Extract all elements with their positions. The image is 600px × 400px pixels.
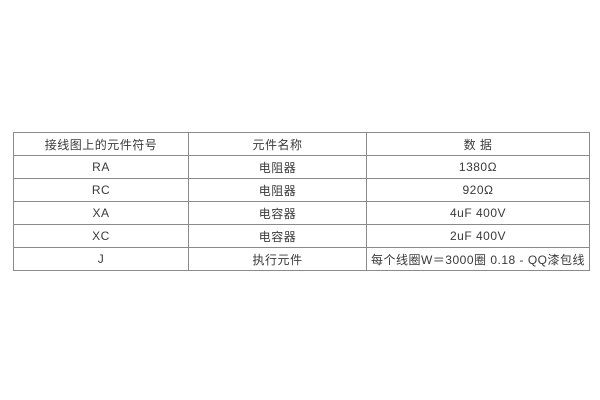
cell-data: 1380Ω: [366, 155, 590, 179]
component-spec-table: 接线图上的元件符号 元件名称 数 据 RA 电阻器 1380Ω RC 电阻器 9…: [13, 132, 590, 271]
header-name-column: 元件名称: [188, 132, 367, 156]
table-row: XA 电容器 4uF 400V: [13, 201, 590, 225]
cell-name: 电容器: [188, 201, 367, 225]
cell-name: 执行元件: [188, 247, 367, 271]
header-data-column: 数 据: [366, 132, 590, 156]
cell-symbol: XA: [13, 201, 189, 225]
cell-symbol: XC: [13, 224, 189, 248]
cell-data: 4uF 400V: [366, 201, 590, 225]
table-row: RA 电阻器 1380Ω: [13, 155, 590, 179]
cell-data: 2uF 400V: [366, 224, 590, 248]
table-row: J 执行元件 每个线圈W＝3000圈 0.18 - QQ漆包线: [13, 247, 590, 271]
cell-name: 电阻器: [188, 155, 367, 179]
table-row: RC 电阻器 920Ω: [13, 178, 590, 202]
cell-data: 920Ω: [366, 178, 590, 202]
cell-symbol: RC: [13, 178, 189, 202]
cell-symbol: RA: [13, 155, 189, 179]
table-row: XC 电容器 2uF 400V: [13, 224, 590, 248]
header-row: 接线图上的元件符号 元件名称 数 据: [13, 132, 590, 156]
cell-name: 电阻器: [188, 178, 367, 202]
cell-symbol: J: [13, 247, 189, 271]
cell-data: 每个线圈W＝3000圈 0.18 - QQ漆包线: [366, 247, 590, 271]
cell-name: 电容器: [188, 224, 367, 248]
header-symbol-column: 接线图上的元件符号: [13, 132, 189, 156]
